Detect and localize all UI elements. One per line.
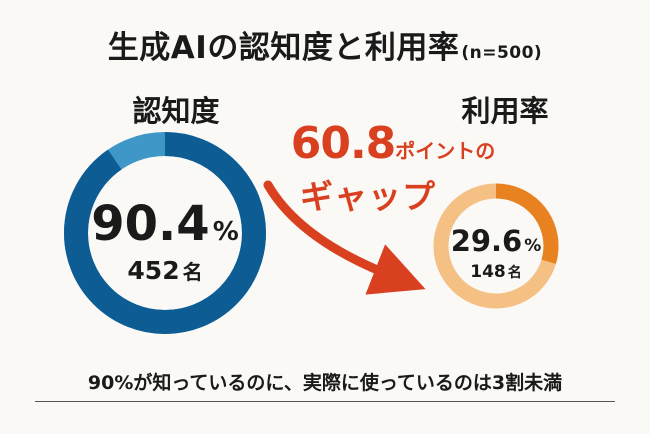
usage-percent-unit: % — [524, 236, 541, 256]
usage-donut-fill — [433, 183, 559, 309]
chart-title-main: 生成AIの認知度と利用率 — [107, 30, 460, 66]
awareness-donut-fill — [64, 132, 266, 334]
sample-size: (n=500) — [461, 43, 543, 63]
gap-label: ギャップ — [300, 177, 436, 216]
footer-caption: 90%が知っているのに、実際に使っているのは3割未満 — [87, 372, 563, 394]
awareness-count-label: 452 名 — [127, 256, 202, 285]
footer-divider — [35, 401, 615, 402]
gap-unit: ポイントの — [395, 139, 496, 163]
gap-value: 60.8 — [290, 118, 397, 169]
awareness-count-unit: 名 — [183, 260, 203, 284]
usage-percent-label: 29.6% — [451, 224, 542, 258]
usage-count-unit: 名 — [508, 264, 522, 281]
usage-count: 148 — [470, 262, 506, 282]
usage-heading: 利用率 — [461, 94, 549, 128]
gap-value-label: 60.8ポイントの — [258, 118, 528, 169]
awareness-count: 452 — [127, 256, 179, 285]
gap-arrow-icon — [263, 180, 426, 295]
awareness-percent-label: 90.4% — [91, 196, 239, 252]
usage-count-label: 148 名 — [470, 262, 522, 282]
usage-percent: 29.6 — [451, 224, 523, 258]
awareness-heading: 認知度 — [132, 94, 220, 128]
awareness-percent-unit: % — [213, 217, 239, 247]
chart-title: 生成AIの認知度と利用率 (n=500) — [0, 22, 650, 67]
awareness-percent: 90.4 — [91, 196, 209, 252]
